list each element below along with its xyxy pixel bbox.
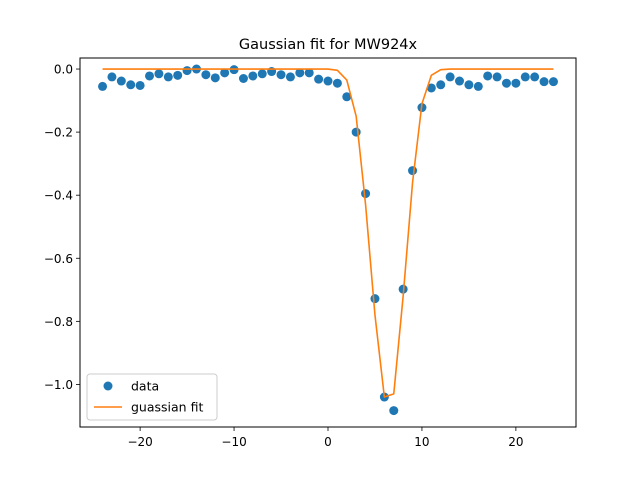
data-point: [98, 81, 108, 91]
data-point: [530, 72, 540, 82]
y-tick-label: −0.2: [44, 126, 73, 140]
data-point: [126, 80, 136, 90]
data-point: [257, 69, 267, 79]
data-point: [539, 77, 549, 87]
data-point: [173, 70, 183, 80]
data-point: [408, 166, 418, 176]
data-point: [455, 76, 465, 86]
plot-area: [98, 64, 558, 416]
x-tick-label: 20: [508, 435, 523, 449]
data-point: [511, 78, 521, 88]
axes-frame: [79, 57, 577, 428]
data-point: [201, 70, 211, 80]
y-tick-label: 0.0: [54, 63, 73, 77]
data-point: [295, 68, 305, 78]
legend-box: [86, 373, 218, 421]
data-point: [342, 92, 352, 102]
y-tick-label: −0.6: [44, 252, 73, 266]
data-point: [389, 406, 399, 416]
data-point: [473, 81, 483, 91]
data-point: [520, 72, 530, 82]
data-point: [445, 72, 455, 82]
data-point: [483, 71, 493, 81]
data-point: [163, 72, 173, 82]
legend: data guassian fit: [86, 373, 218, 421]
chart-title: Gaussian fit for MW924x: [239, 37, 418, 53]
data-point: [285, 72, 295, 82]
data-point: [492, 72, 502, 82]
y-tick-label: −0.8: [44, 315, 73, 329]
x-tick-label: 10: [414, 435, 429, 449]
data-point: [548, 77, 558, 87]
data-point: [135, 80, 145, 90]
data-point: [332, 78, 342, 88]
data-point: [220, 68, 230, 78]
legend-label-fit: guassian fit: [131, 400, 203, 415]
y-axis: 0.0 −0.2 −0.4 −0.6 −0.8 −1.0: [44, 63, 80, 392]
x-axis: −20 −10 0 10 20: [127, 427, 524, 449]
data-point: [464, 80, 474, 90]
data-point: [426, 83, 436, 93]
data-point: [248, 71, 258, 81]
data-point: [370, 294, 380, 304]
data-point: [107, 72, 117, 82]
x-tick-label: −20: [127, 435, 152, 449]
legend-label-data: data: [131, 379, 159, 394]
data-point: [276, 70, 286, 80]
legend-marker-data: [103, 381, 113, 391]
x-tick-label: 0: [324, 435, 332, 449]
data-point: [210, 73, 220, 83]
data-point: [182, 66, 192, 76]
data-point: [351, 127, 361, 137]
data-point: [436, 80, 446, 90]
data-point: [314, 74, 324, 84]
data-point: [145, 71, 155, 81]
data-point: [154, 69, 164, 79]
y-tick-label: −1.0: [44, 378, 73, 392]
data-point: [361, 189, 371, 199]
fit-line: [102, 68, 554, 398]
data-point: [304, 68, 314, 78]
data-point: [116, 76, 126, 86]
x-tick-label: −10: [221, 435, 246, 449]
data-point: [501, 78, 511, 88]
data-point: [238, 74, 248, 83]
y-tick-label: −0.4: [44, 189, 73, 203]
data-point: [323, 76, 333, 86]
